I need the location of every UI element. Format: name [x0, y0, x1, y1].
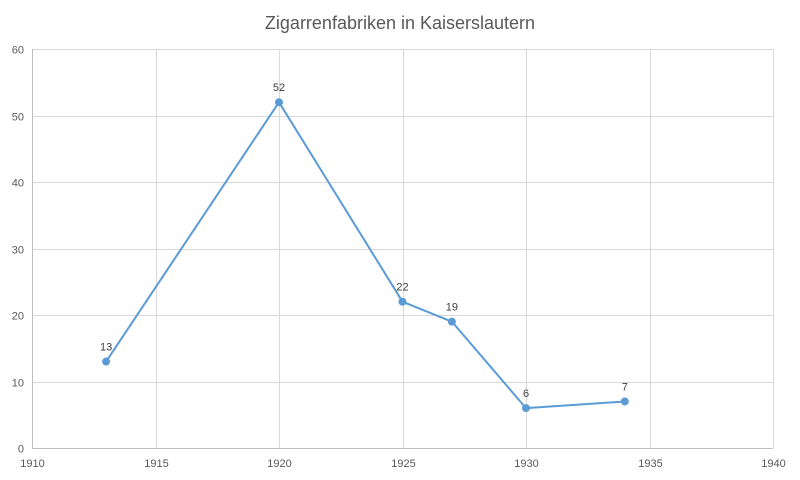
series-layer [102, 98, 629, 413]
gridlines [32, 49, 774, 448]
y-tick-label: 20 [12, 311, 24, 323]
axes [32, 49, 773, 449]
x-tick-label: 1910 [20, 458, 44, 470]
data-label: 19 [446, 302, 458, 314]
series-line [105, 101, 625, 410]
x-axis-tick-labels: 1910 1915 1920 1925 1930 1935 1940 [20, 458, 785, 470]
data-label: 22 [396, 282, 408, 294]
data-point [447, 317, 456, 326]
y-tick-label: 50 [12, 112, 24, 124]
x-tick-label: 1940 [761, 458, 785, 470]
x-tick-label: 1915 [144, 458, 168, 470]
x-tick-label: 1930 [514, 458, 538, 470]
y-tick-label: 10 [12, 378, 24, 390]
x-tick-label: 1935 [638, 458, 662, 470]
y-tick-label: 40 [12, 178, 24, 190]
data-label: 7 [622, 381, 628, 393]
data-point [275, 98, 283, 107]
data-point [620, 397, 629, 406]
data-label: 6 [523, 388, 529, 400]
data-point [522, 404, 530, 413]
y-axis-tick-labels: 0 10 20 30 40 50 60 [12, 45, 24, 456]
data-point [398, 297, 407, 306]
y-tick-label: 30 [12, 245, 24, 257]
x-tick-label: 1920 [267, 458, 291, 470]
chart-title: Zigarrenfabriken in Kaiserslautern [265, 13, 535, 33]
x-tick-label: 1925 [391, 458, 415, 470]
data-label: 13 [100, 342, 112, 354]
y-tick-label: 0 [18, 444, 24, 456]
data-point [102, 357, 111, 366]
y-tick-label: 60 [12, 45, 24, 57]
data-label: 52 [273, 82, 285, 94]
data-labels: 13 52 22 19 6 7 [100, 82, 628, 400]
